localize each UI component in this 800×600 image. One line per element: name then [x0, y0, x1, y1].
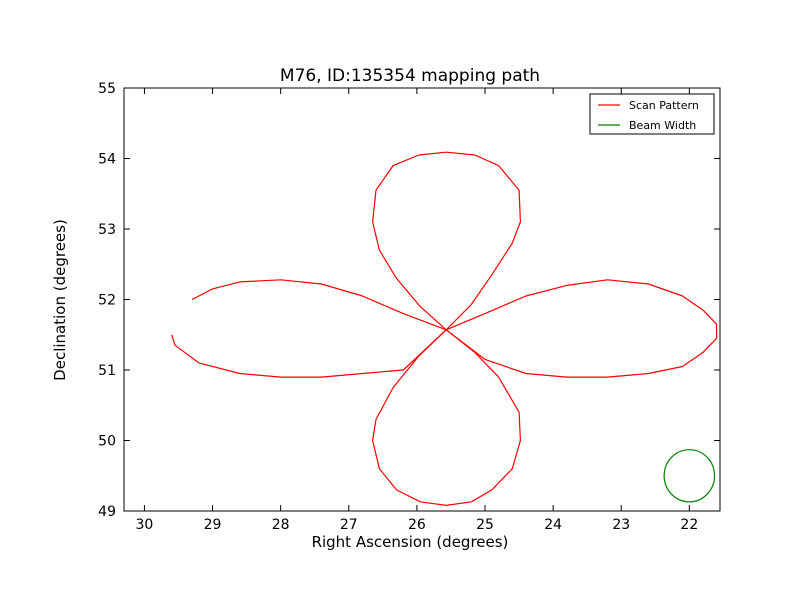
x-tick-label: 28 [272, 517, 290, 533]
legend-label: Beam Width [629, 119, 696, 132]
x-tick-label: 27 [340, 517, 358, 533]
plot-frame [123, 87, 721, 512]
y-tick-label: 54 [98, 152, 116, 168]
x-tick-label: 30 [136, 517, 154, 533]
x-tick-label: 25 [476, 517, 494, 533]
x-axis-label: Right Ascension (degrees) [312, 533, 509, 551]
y-axis: 49 50 51 52 53 54 55 [98, 81, 720, 520]
legend: Scan Pattern Beam Width [589, 93, 715, 135]
x-tick-label: 26 [408, 517, 426, 533]
legend-label: Scan Pattern [629, 99, 699, 112]
scan-pattern-line-1 [171, 279, 718, 378]
y-tick-label: 55 [98, 81, 116, 97]
scan-pattern-line-2 [372, 151, 522, 506]
legend-box [589, 93, 715, 135]
x-tick-label: 24 [544, 517, 562, 533]
y-tick-label: 51 [98, 363, 116, 379]
x-axis: 30 29 28 27 26 25 24 23 22 [136, 88, 698, 533]
y-tick-label: 50 [98, 434, 116, 450]
x-tick-label: 23 [612, 517, 630, 533]
beam-width-circle [663, 449, 716, 503]
chart-title: M76, ID:135354 mapping path [280, 66, 540, 86]
y-tick-label: 49 [98, 504, 116, 520]
y-tick-label: 53 [98, 222, 116, 238]
x-tick-label: 29 [204, 517, 222, 533]
y-tick-label: 52 [98, 293, 116, 309]
plot-area [171, 151, 718, 506]
y-axis-label: Declination (degrees) [51, 219, 69, 381]
x-tick-label: 22 [680, 517, 698, 533]
